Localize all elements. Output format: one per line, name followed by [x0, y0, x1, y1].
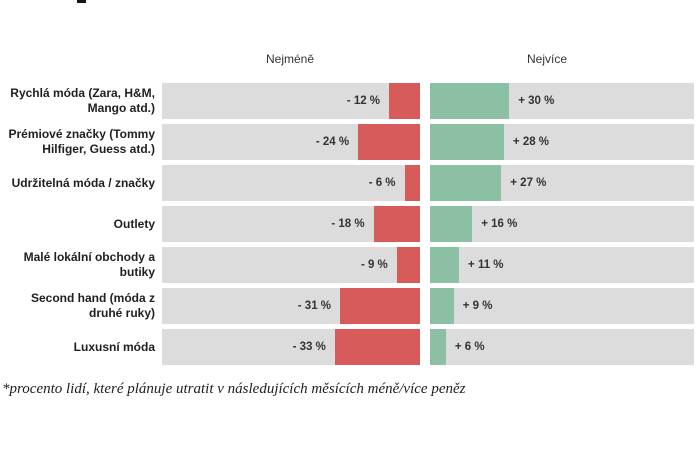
negative-bar [389, 83, 420, 119]
row-label: Rychlá móda (Zara, H&M, Mango atd.) [10, 86, 155, 115]
negative-bar [334, 329, 420, 365]
positive-value: + 27 % [510, 177, 547, 189]
positive-value: + 28 % [512, 136, 550, 148]
row-label: Second hand (móda z druhé ruky) [30, 291, 155, 320]
row-label: Outlety [113, 216, 155, 231]
positive-track: + 30 % [430, 83, 694, 119]
positive-bar [430, 165, 502, 201]
negative-track: - 6 % [162, 165, 420, 201]
positive-track: + 16 % [430, 206, 694, 242]
negative-track: - 18 % [162, 206, 420, 242]
positive-value: + 11 % [468, 259, 504, 271]
cropped-title-fragment [77, 0, 86, 3]
positive-bar [430, 247, 460, 283]
positive-track: + 9 % [430, 288, 694, 324]
positive-bar [430, 288, 454, 324]
negative-value: - 31 % [297, 300, 332, 312]
positive-track: + 6 % [430, 329, 694, 365]
positive-track: + 28 % [430, 124, 694, 160]
bar-row: Rychlá móda (Zara, H&M, Mango atd.) - 12… [0, 83, 694, 119]
bar-row: Malé lokální obchody a butiky - 9 % + 11… [0, 247, 694, 283]
negative-value: - 33 % [292, 341, 326, 353]
positive-bar [430, 83, 510, 119]
footnote: *procento lidí, které plánuje utratit v … [2, 381, 466, 397]
negative-bar [358, 124, 420, 160]
positive-track: + 27 % [430, 165, 694, 201]
negative-value: - 6 % [368, 177, 396, 189]
positive-value: + 30 % [518, 95, 555, 107]
negative-track: - 24 % [162, 124, 420, 160]
negative-bar [373, 206, 420, 242]
bar-row: Luxusní móda - 33 % + 6 % [0, 329, 694, 365]
positive-bar [430, 329, 446, 365]
row-label: Malé lokální obchody a butiky [23, 250, 155, 279]
bar-row: Prémiové značky (Tommy Hilfiger, Guess a… [0, 124, 694, 160]
row-label: Udržitelná móda / značky [11, 175, 155, 190]
negative-track: - 9 % [162, 247, 420, 283]
positive-value: + 9 % [462, 300, 493, 312]
positive-bar [430, 124, 504, 160]
column-header-least: Nejméně [265, 52, 315, 66]
bar-row: Udržitelná móda / značky - 6 % + 27 % [0, 165, 694, 201]
negative-track: - 12 % [162, 83, 420, 119]
column-header-most: Nejvíce [526, 52, 568, 66]
negative-bar [396, 247, 420, 283]
positive-track: + 11 % [430, 247, 694, 283]
negative-bar [340, 288, 420, 324]
bar-row: Outlety - 18 % + 16 % [0, 206, 694, 242]
negative-bar [404, 165, 420, 201]
row-label: Luxusní móda [73, 339, 155, 354]
negative-value: - 24 % [315, 136, 350, 148]
positive-value: + 6 % [454, 341, 485, 353]
negative-value: - 12 % [346, 95, 381, 107]
negative-track: - 33 % [162, 329, 420, 365]
positive-bar [430, 206, 473, 242]
negative-value: - 9 % [360, 259, 388, 271]
negative-value: - 18 % [331, 218, 365, 230]
row-label: Prémiové značky (Tommy Hilfiger, Guess a… [8, 127, 155, 156]
negative-track: - 31 % [162, 288, 420, 324]
positive-value: + 16 % [481, 218, 518, 230]
bar-row: Second hand (móda z druhé ruky) - 31 % +… [0, 288, 694, 324]
